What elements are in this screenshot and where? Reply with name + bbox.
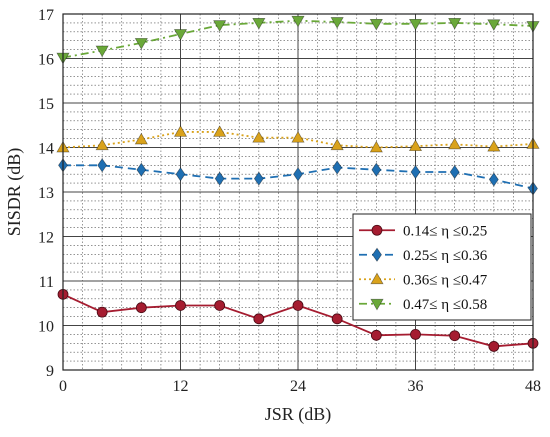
series-layer <box>56 15 540 352</box>
data-point <box>293 167 303 182</box>
data-point <box>488 341 500 352</box>
data-point <box>136 162 147 177</box>
data-point <box>488 172 499 187</box>
data-point <box>95 138 109 151</box>
legend-marker <box>372 247 382 262</box>
legend-entry: 0.14≤ η ≤0.25 <box>359 223 487 239</box>
x-tick-label: 24 <box>290 378 306 395</box>
x-tick-label: 48 <box>525 378 541 395</box>
data-point <box>214 300 226 311</box>
data-point <box>214 171 225 186</box>
legend-label: 0.36≤ η ≤0.47 <box>403 272 488 288</box>
data-point <box>173 125 188 137</box>
data-point <box>134 38 148 50</box>
data-point <box>487 19 501 31</box>
data-point <box>410 328 421 340</box>
y-tick-label: 10 <box>38 319 54 336</box>
legend-entry: 0.25≤ η ≤0.36 <box>359 247 488 264</box>
legend-label: 0.25≤ η ≤0.36 <box>403 248 488 264</box>
y-tick-label: 11 <box>39 274 54 291</box>
legend: 0.14≤ η ≤0.25 0.25≤ η ≤0.36 0.36≤ η ≤0.47 0… <box>352 213 532 321</box>
legend-label: 0.14≤ η ≤0.25 <box>403 223 487 239</box>
y-tick-label: 15 <box>38 96 54 113</box>
x-axis-label: JSR (dB) <box>265 404 332 425</box>
data-point <box>96 306 108 318</box>
data-point <box>449 164 460 180</box>
data-point <box>253 313 265 325</box>
data-point <box>135 302 147 314</box>
data-point <box>370 329 382 341</box>
data-point <box>331 313 343 325</box>
data-point <box>369 18 383 31</box>
x-tick-label: 0 <box>59 378 67 395</box>
data-point <box>371 162 382 177</box>
legend-label: 0.47≤ η ≤0.58 <box>403 297 487 313</box>
data-point <box>175 300 186 311</box>
data-point <box>291 131 305 143</box>
series-4 <box>56 15 540 65</box>
data-point <box>369 140 383 153</box>
data-point <box>448 137 462 150</box>
legend-entry: 0.47≤ η ≤0.58 <box>359 297 487 313</box>
legend-marker <box>371 224 383 236</box>
data-point <box>408 18 423 31</box>
plot-frame <box>62 13 534 371</box>
data-point <box>330 17 344 29</box>
data-point <box>97 158 108 173</box>
y-tick-label: 16 <box>38 52 54 69</box>
data-point <box>95 45 109 58</box>
y-tick-label: 17 <box>38 7 54 24</box>
data-point <box>253 171 264 186</box>
data-point <box>175 167 186 182</box>
data-point <box>292 300 304 311</box>
legend-marker <box>370 298 384 311</box>
data-point <box>330 138 344 151</box>
data-point <box>291 15 305 28</box>
data-point <box>173 29 188 41</box>
series-1 <box>57 288 539 352</box>
data-point <box>487 139 501 152</box>
data-point <box>410 164 421 180</box>
data-point <box>448 18 462 30</box>
legend-marker <box>370 272 384 285</box>
data-point <box>408 139 423 152</box>
y-tick-label: 9 <box>46 363 54 380</box>
legend-box <box>352 213 532 321</box>
data-point <box>332 160 343 175</box>
x-tick-label: 36 <box>408 378 424 395</box>
legend-entry: 0.36≤ η ≤0.47 <box>359 272 488 288</box>
data-point <box>213 125 227 137</box>
data-point <box>252 18 266 30</box>
y-tick-label: 14 <box>38 141 54 158</box>
axes: 0 12 24 36 48 9 10 11 12 13 14 15 16 17 <box>38 7 541 395</box>
y-tick-label: 12 <box>38 230 54 247</box>
data-point <box>449 330 461 342</box>
x-tick-label: 12 <box>173 378 189 395</box>
data-point <box>134 132 148 145</box>
series-2 <box>58 158 538 196</box>
y-axis-label: SISDR (dB) <box>4 148 25 237</box>
y-tick-label: 13 <box>38 185 54 202</box>
data-point <box>213 20 227 32</box>
data-point <box>252 131 266 143</box>
